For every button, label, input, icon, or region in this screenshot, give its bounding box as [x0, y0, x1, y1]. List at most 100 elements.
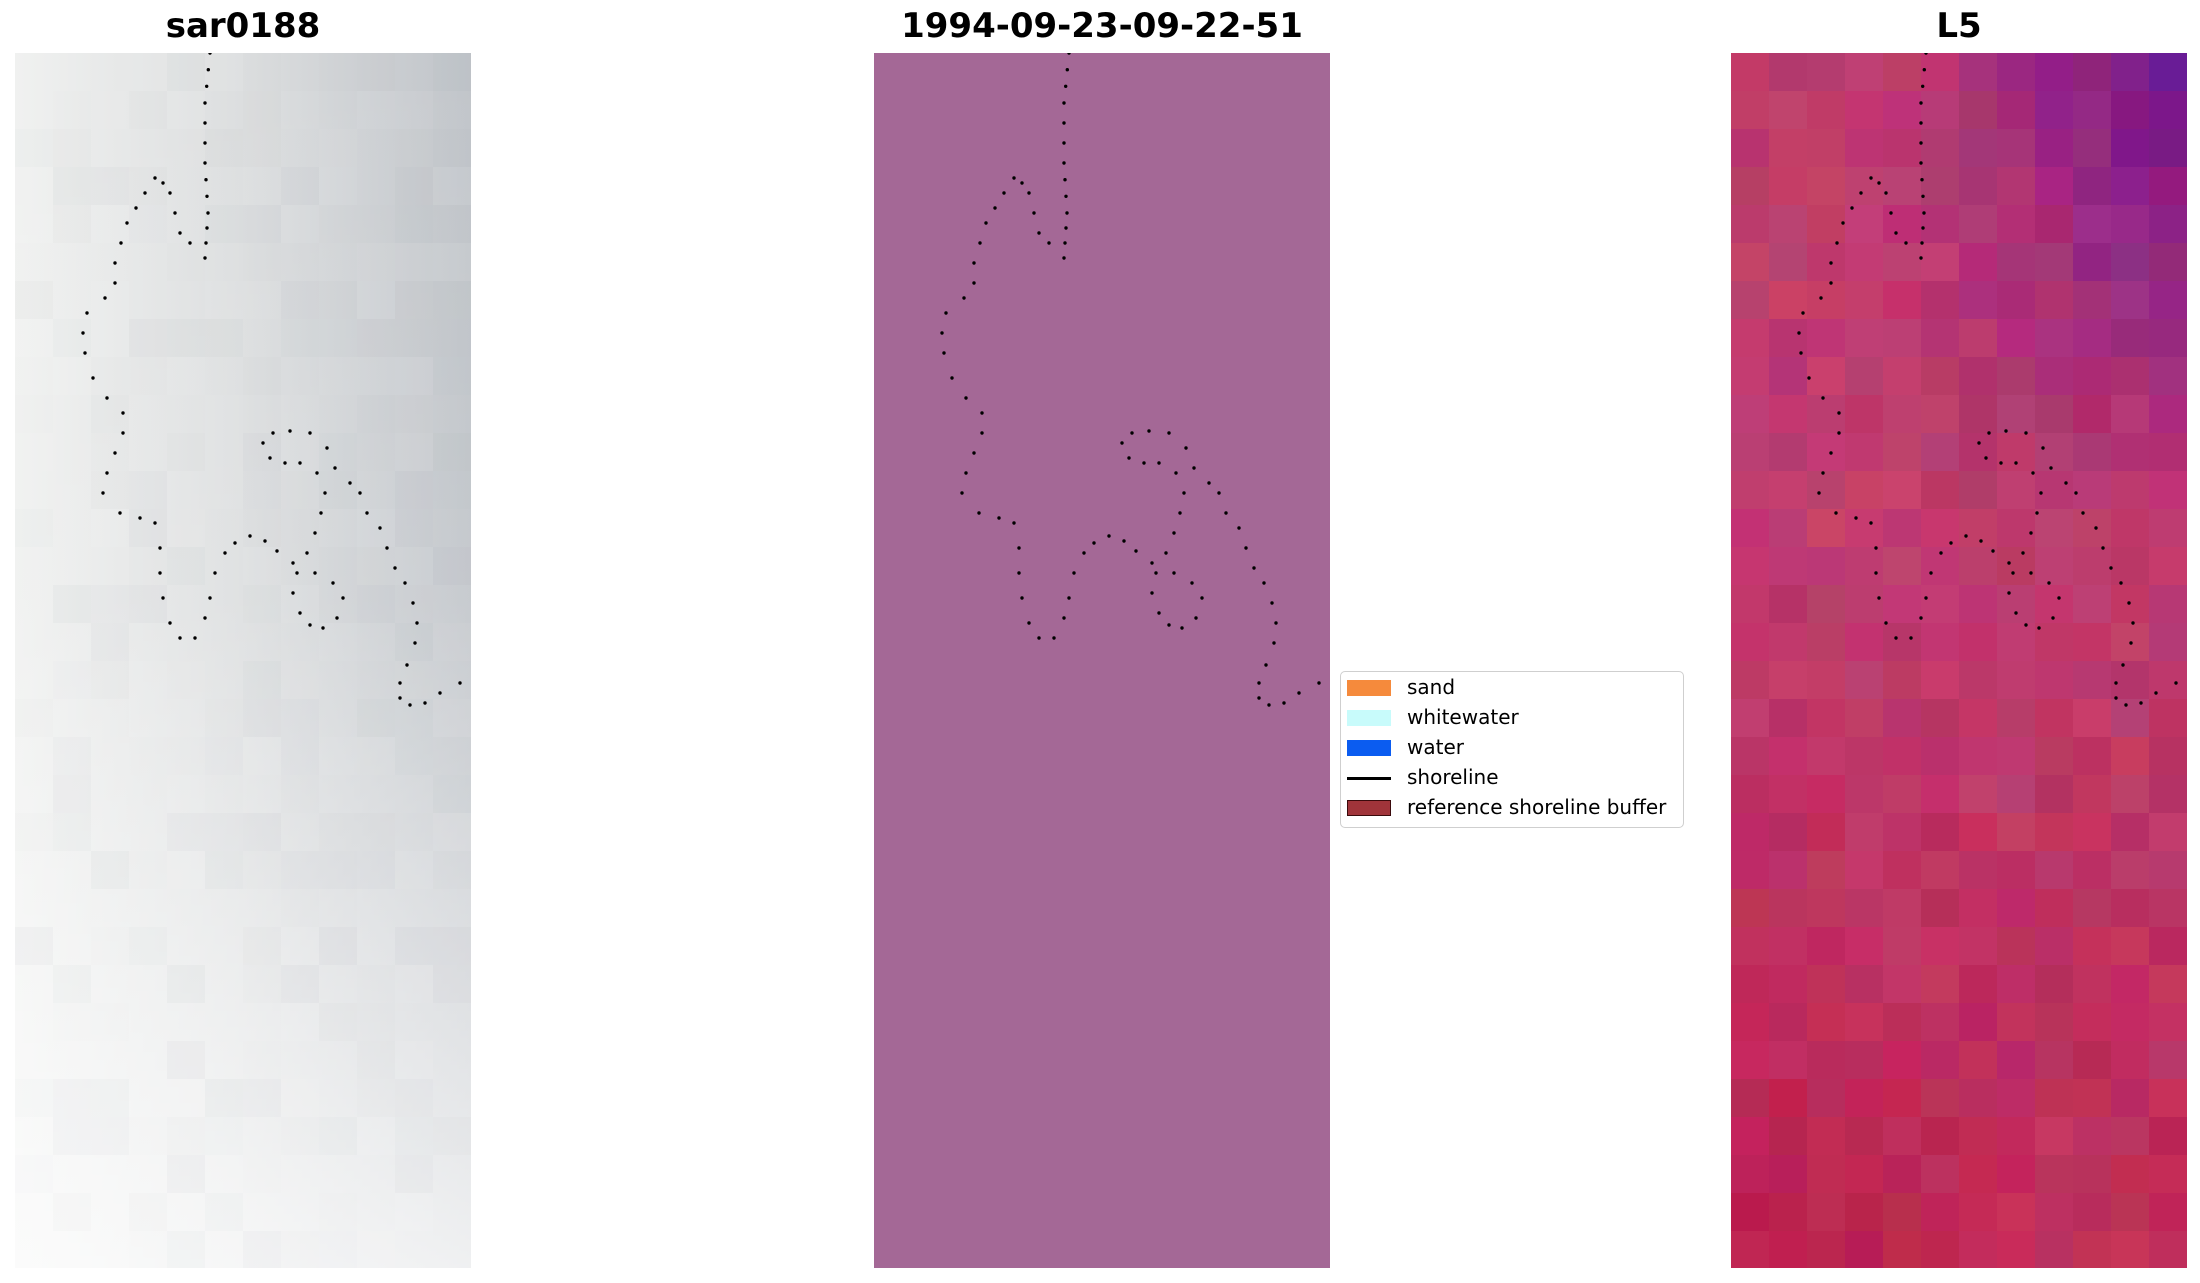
shoreline-dot [1192, 466, 1196, 470]
legend-item-reference-buffer: reference shoreline buffer [1341, 792, 1683, 822]
shoreline-dot [1172, 571, 1176, 575]
shoreline-dot [1924, 53, 1928, 55]
shoreline-dot [1877, 181, 1881, 185]
shoreline-dot [205, 84, 209, 88]
shoreline-dot [348, 481, 352, 485]
shoreline-dot [1157, 461, 1161, 465]
shoreline-dot [1027, 621, 1031, 625]
legend-label: water [1407, 735, 1464, 759]
shoreline-dot [1062, 161, 1066, 165]
shoreline-dot [1850, 206, 1854, 210]
shoreline-dot [1134, 549, 1138, 553]
shoreline-dot [1919, 141, 1923, 145]
legend-label: shoreline [1407, 765, 1499, 789]
shoreline-dot [960, 491, 964, 495]
shoreline-dot [1821, 396, 1825, 400]
shoreline-dot [1017, 546, 1021, 550]
shoreline-dot [1120, 441, 1124, 445]
shoreline-dot [283, 461, 287, 465]
shoreline-dot [308, 623, 312, 627]
shoreline-dot [1949, 541, 1953, 545]
shoreline-dot [313, 571, 317, 575]
shoreline-dot [2041, 446, 2045, 450]
shoreline-dot [408, 703, 412, 707]
shoreline-dot [378, 526, 382, 530]
shoreline-dot [233, 541, 237, 545]
shoreline-dot [1062, 121, 1066, 125]
shoreline-dot [1067, 596, 1071, 600]
shoreline-dot [411, 601, 415, 605]
shoreline-overlay [940, 53, 1321, 707]
shoreline-dot [1801, 311, 1805, 315]
legend-label: sand [1407, 675, 1456, 699]
shoreline-dot [248, 534, 252, 538]
shoreline-dot [188, 241, 192, 245]
legend-item-sand: sand [1341, 672, 1683, 702]
satellite-rgb-image [15, 53, 471, 1268]
shoreline-dot [1264, 663, 1268, 667]
shoreline-dot [113, 261, 117, 265]
shoreline-dot [1164, 551, 1168, 555]
whitewater-swatch [1347, 710, 1391, 726]
shoreline-dot [2039, 491, 2043, 495]
shoreline-dot [1924, 596, 1928, 600]
shoreline-line-icon [1347, 777, 1391, 780]
shoreline-dot [1929, 571, 1933, 575]
shoreline-dot [1178, 511, 1182, 515]
shoreline-dot [1020, 181, 1024, 185]
shoreline-dot [398, 681, 402, 685]
shoreline-dot [323, 491, 327, 495]
shoreline-dot [206, 68, 210, 72]
shoreline-dot [1835, 241, 1839, 245]
sand-swatch [1347, 680, 1391, 696]
shoreline-dot [1052, 636, 1056, 640]
shoreline-dot [118, 511, 122, 515]
shoreline-dot [1829, 281, 1833, 285]
shoreline-dot [2114, 696, 2118, 700]
shoreline-dot [1017, 571, 1021, 575]
shoreline-dot [1837, 431, 1841, 435]
shoreline-dot [1939, 551, 1943, 555]
shoreline-dot [1262, 581, 1266, 585]
shoreline-dot [1047, 241, 1051, 245]
shoreline-dot [942, 351, 946, 355]
legend: sand whitewater water shoreline referenc… [1340, 671, 1684, 828]
shoreline-dot [2047, 581, 2051, 585]
shoreline-dot [206, 211, 210, 215]
shoreline-dot [153, 521, 157, 525]
shoreline-dot [1257, 681, 1261, 685]
shoreline-dot [2174, 681, 2178, 685]
shoreline-dot [341, 596, 345, 600]
shoreline-dot [1064, 194, 1068, 198]
shoreline-dot [1157, 611, 1161, 615]
shoreline-dot [1027, 191, 1031, 195]
shoreline-dot [1224, 511, 1228, 515]
shoreline-dot [972, 261, 976, 265]
shoreline-dot [1894, 231, 1898, 235]
shoreline-dot [271, 431, 275, 435]
shoreline-dot [962, 296, 966, 300]
shoreline-dot [1854, 516, 1858, 520]
legend-item-whitewater: whitewater [1341, 702, 1683, 732]
shoreline-dot [1797, 331, 1801, 335]
shoreline-dot [1884, 621, 1888, 625]
shoreline-dot [1834, 511, 1838, 515]
shoreline-dot [158, 546, 162, 550]
shoreline-dot [2031, 471, 2035, 475]
shoreline-dot [1130, 431, 1134, 435]
shoreline-dot [2127, 601, 2131, 605]
shoreline-dot [1979, 539, 1983, 543]
shoreline-dot [1207, 481, 1211, 485]
shoreline-dot [134, 206, 138, 210]
shoreline-dot [1884, 191, 1888, 195]
shoreline-dot [1829, 451, 1833, 455]
shoreline-dot [263, 539, 267, 543]
shoreline-dot [203, 141, 207, 145]
shoreline-dot [305, 551, 309, 555]
shoreline-dot [1270, 601, 1274, 605]
shoreline-dot [81, 331, 85, 335]
shoreline-dot [1012, 521, 1016, 525]
shoreline-dot [1869, 176, 1873, 180]
shoreline-dot [268, 456, 272, 460]
shoreline-dot [121, 431, 125, 435]
